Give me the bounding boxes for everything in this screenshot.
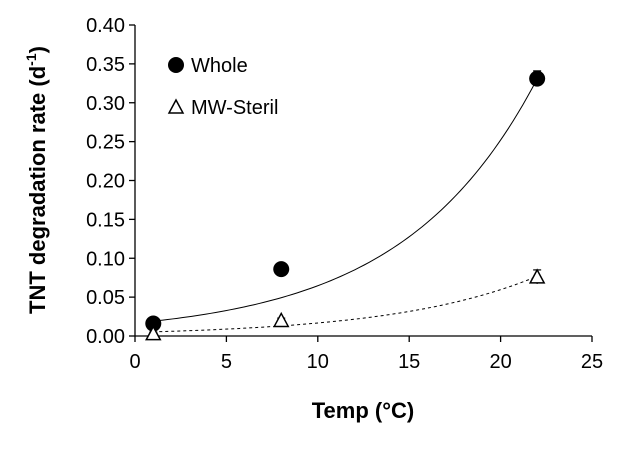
y-tick-label: 0.20 bbox=[86, 171, 125, 193]
fit-curve-mw-steril bbox=[153, 275, 538, 333]
legend: Whole MW-Steril bbox=[167, 55, 278, 119]
y-tick-label: 0.00 bbox=[86, 326, 125, 348]
x-axis-title: Temp (°C) bbox=[312, 398, 415, 423]
x-tick-label: 15 bbox=[398, 351, 420, 373]
data-point-whole bbox=[145, 315, 162, 332]
fit-curves bbox=[153, 78, 538, 333]
y-axis-title-superscript: -1 bbox=[23, 53, 39, 66]
data-point-whole bbox=[529, 70, 546, 87]
x-tick-label: 0 bbox=[129, 351, 140, 373]
y-axis-title-main: TNT degradation rate (d bbox=[25, 66, 50, 314]
y-tick-label: 0.15 bbox=[86, 209, 125, 231]
x-tick-label: 5 bbox=[221, 351, 232, 373]
y-axis-title: TNT degradation rate (d-1) bbox=[23, 46, 50, 314]
y-tick-label: 0.05 bbox=[86, 287, 125, 309]
y-tick-label: 0.35 bbox=[86, 54, 125, 76]
x-tick-label: 25 bbox=[581, 351, 603, 373]
y-tick-label: 0.25 bbox=[86, 132, 125, 154]
fit-curve-whole bbox=[153, 78, 538, 322]
x-tick-label: 10 bbox=[307, 351, 329, 373]
legend-marker-mw-steril bbox=[167, 98, 185, 114]
y-tick-label: 0.30 bbox=[86, 93, 125, 115]
legend-label-mw-steril: MW-Steril bbox=[191, 97, 278, 119]
legend-marker-whole bbox=[168, 57, 184, 73]
data-point-whole bbox=[273, 261, 290, 278]
y-tick-label: 0.10 bbox=[86, 248, 125, 270]
data-point-mw-steril bbox=[145, 325, 162, 341]
x-tick-label: 20 bbox=[489, 351, 511, 373]
axes: 0.00 0.05 0.10 0.15 0.20 0.25 0.30 0.35 0.40 0 5 10… bbox=[86, 15, 603, 373]
data-markers bbox=[145, 70, 546, 341]
y-tick-label: 0.40 bbox=[86, 15, 125, 37]
y-axis-title-close: ) bbox=[25, 46, 50, 53]
data-point-mw-steril bbox=[272, 311, 290, 328]
data-point-mw-steril bbox=[528, 268, 546, 284]
legend-label-whole: Whole bbox=[191, 55, 248, 77]
